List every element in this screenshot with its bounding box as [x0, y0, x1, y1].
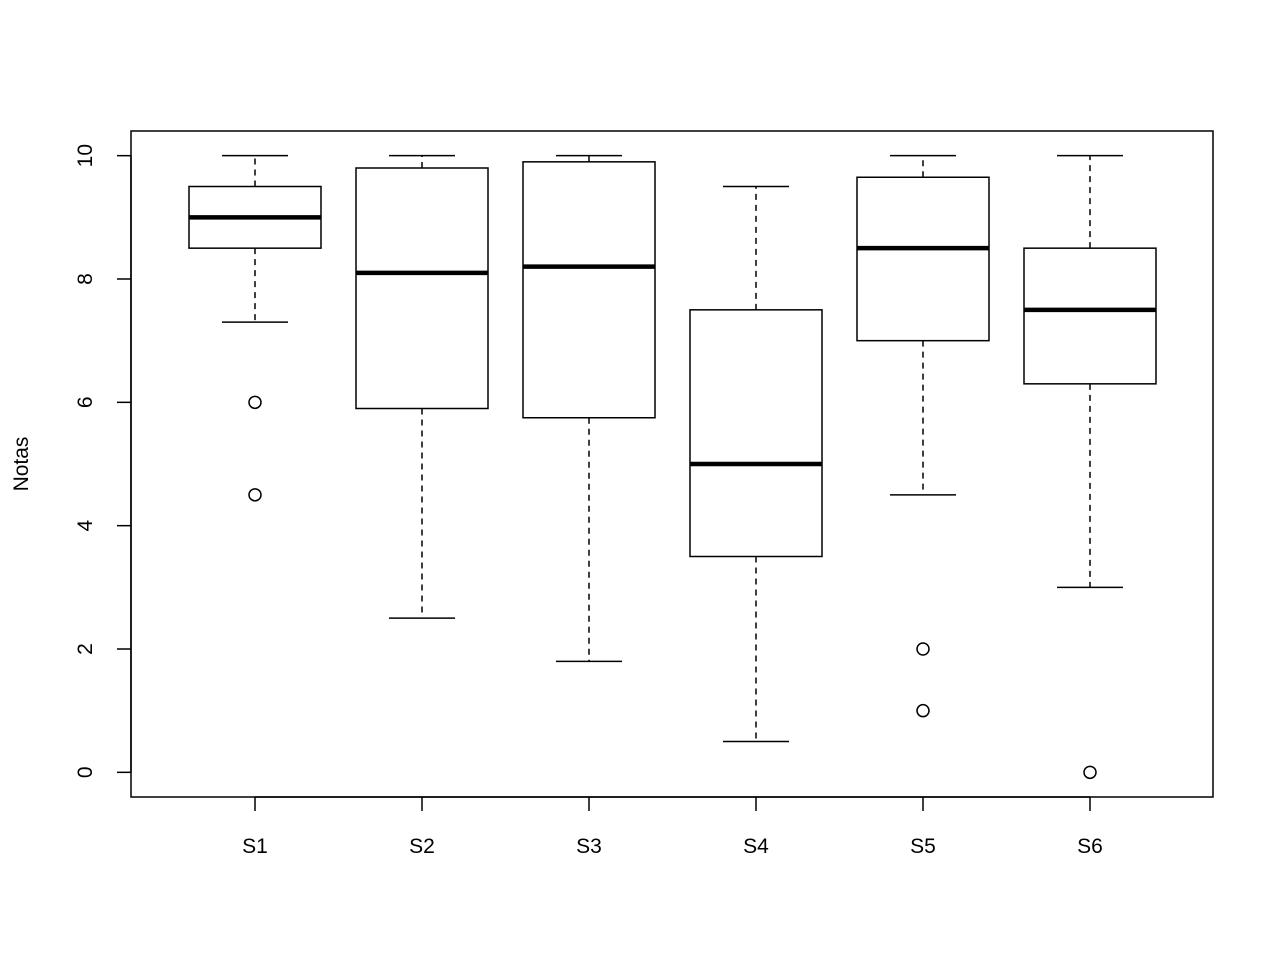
box-s3 — [522, 154, 656, 663]
y-tick-label: 0 — [74, 766, 97, 778]
iqr-box — [856, 176, 990, 342]
outlier-point — [916, 703, 930, 718]
box-s4 — [689, 185, 823, 743]
outlier-point — [1083, 765, 1097, 780]
y-axis-title: Notas — [10, 437, 33, 492]
y-tick-label: 6 — [74, 396, 97, 408]
iqr-box — [689, 309, 823, 558]
boxes-layer — [188, 154, 1157, 780]
y-tick-label: 4 — [74, 520, 97, 532]
y-tick-label: 10 — [74, 144, 97, 167]
outlier-point — [916, 642, 930, 656]
box-s2 — [355, 154, 489, 619]
outlier-point — [248, 488, 262, 502]
outlier-point — [248, 395, 262, 410]
x-axis: S1 S2 S3 S4 S5 S6 — [242, 796, 1103, 858]
x-tick-label: S4 — [743, 835, 769, 858]
iqr-box — [1023, 247, 1157, 385]
box-s5 — [856, 154, 990, 718]
box-s6 — [1023, 154, 1157, 780]
iqr-box — [355, 167, 489, 410]
y-tick-label: 8 — [74, 273, 97, 285]
x-tick-label: S2 — [409, 835, 435, 858]
x-tick-label: S6 — [1077, 835, 1103, 858]
x-tick-label: S3 — [576, 835, 602, 858]
box-s1 — [188, 154, 322, 502]
x-tick-label: S1 — [242, 835, 268, 858]
x-tick-label: S5 — [910, 835, 936, 858]
y-tick-label: 2 — [74, 643, 97, 655]
y-axis: 0 2 4 6 8 10 — [74, 144, 132, 778]
iqr-box — [522, 161, 656, 419]
